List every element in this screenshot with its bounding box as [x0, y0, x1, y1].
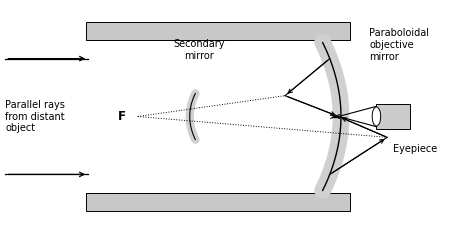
- Text: Parallel rays
from distant
object: Parallel rays from distant object: [5, 100, 65, 133]
- Bar: [86, 193, 350, 212]
- Text: I: I: [343, 102, 346, 112]
- Bar: [86, 21, 350, 40]
- Bar: [376, 104, 410, 129]
- Text: Eyepiece: Eyepiece: [393, 144, 437, 154]
- Text: Paraboloidal
objective
mirror: Paraboloidal objective mirror: [369, 28, 429, 62]
- Ellipse shape: [372, 107, 381, 126]
- Text: F: F: [118, 110, 126, 123]
- Text: Secondary
mirror: Secondary mirror: [173, 39, 225, 61]
